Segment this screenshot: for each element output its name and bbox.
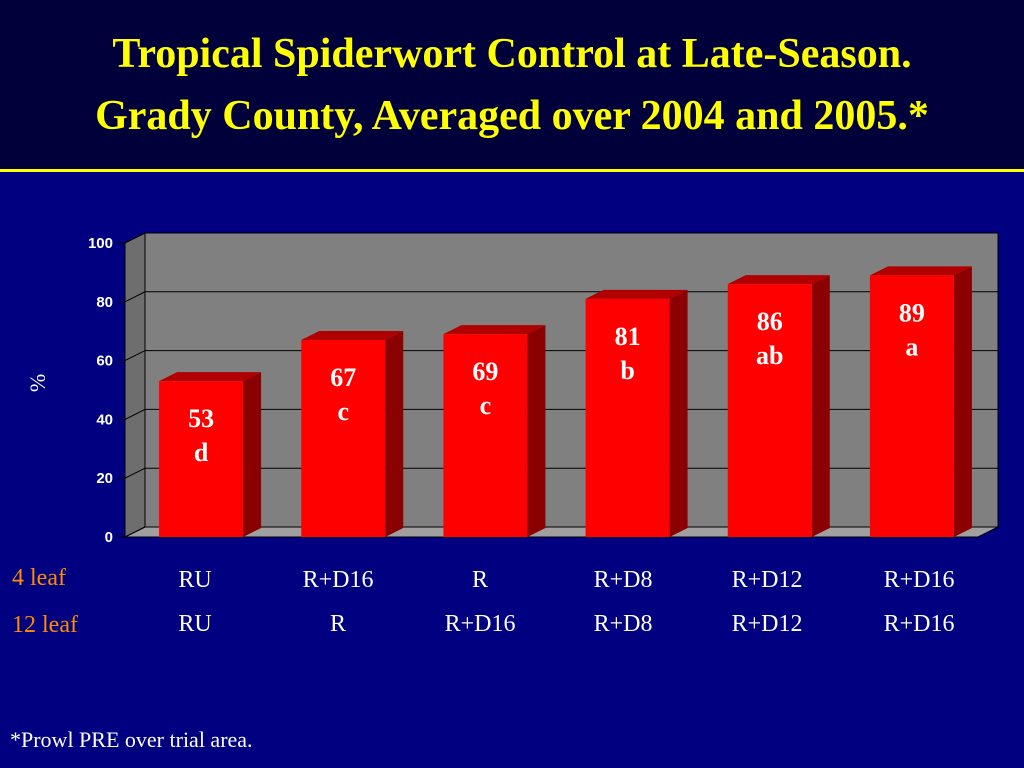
row-label-12-leaf: 12 leaf [12, 612, 78, 638]
bar-value-label: 67 [330, 363, 356, 392]
bar-side [669, 289, 688, 537]
slide-title-line1: Tropical Spiderwort Control at Late-Seas… [112, 31, 912, 77]
bar-side [385, 331, 404, 537]
bar-letter-label: a [905, 332, 918, 361]
bar-top [301, 331, 404, 341]
bar-value-label: 89 [899, 298, 925, 327]
bar-top [727, 275, 830, 285]
bar-value-label: 81 [615, 322, 641, 351]
y-tick-label: 40 [96, 411, 113, 428]
category-2-line1: R+D16 [302, 567, 374, 593]
category-1-line2: RU [178, 611, 212, 637]
category-5-line2: R+D12 [731, 611, 803, 637]
plot-left-wall [124, 232, 146, 538]
bar-letter-label: c [337, 397, 349, 426]
category-1-line1: RU [178, 567, 212, 593]
y-tick-label: 60 [96, 353, 113, 370]
category-2-line2: R [329, 611, 346, 637]
bar-letter-label: c [480, 391, 492, 420]
bar [159, 381, 244, 537]
category-3-line2: R+D16 [444, 611, 516, 637]
slide-title-line2: Grady County, Averaged over 2004 and 200… [95, 93, 929, 139]
bar-value-label: 69 [472, 357, 498, 386]
bar-side [243, 372, 262, 537]
bar [443, 334, 528, 537]
y-axis-label: % [25, 373, 50, 393]
bar [301, 340, 386, 537]
bar [869, 275, 954, 537]
row-label-4-leaf: 4 leaf [12, 565, 66, 591]
category-5-line1: R+D12 [731, 567, 803, 593]
bar [585, 298, 670, 537]
bar-top [159, 372, 262, 382]
category-6-line2: R+D16 [883, 611, 955, 637]
bar-top [869, 266, 972, 276]
bar-side [953, 266, 972, 537]
y-tick-label: 80 [96, 294, 113, 311]
footnote: *Prowl PRE over trial area. [10, 727, 253, 752]
bar-letter-label: b [620, 356, 634, 385]
bar-letter-label: ab [756, 341, 783, 370]
bar-value-label: 53 [188, 404, 214, 433]
category-3-line1: R [471, 567, 488, 593]
title-divider [0, 169, 1024, 172]
bar-value-label: 86 [757, 307, 783, 336]
category-4-line1: R+D8 [593, 567, 653, 593]
title-band [0, 0, 1024, 170]
bar-side [811, 275, 830, 537]
category-6-line1: R+D16 [883, 567, 955, 593]
bar-top [585, 289, 688, 299]
bar [727, 284, 812, 537]
y-tick-label: 0 [105, 529, 113, 546]
plot-frame [144, 232, 999, 528]
y-tick-label: 100 [88, 235, 113, 252]
bar-top [443, 325, 546, 335]
y-tick-label: 20 [96, 470, 113, 487]
category-4-line2: R+D8 [593, 611, 653, 637]
bar-side [527, 325, 546, 537]
bar-letter-label: d [194, 438, 209, 467]
